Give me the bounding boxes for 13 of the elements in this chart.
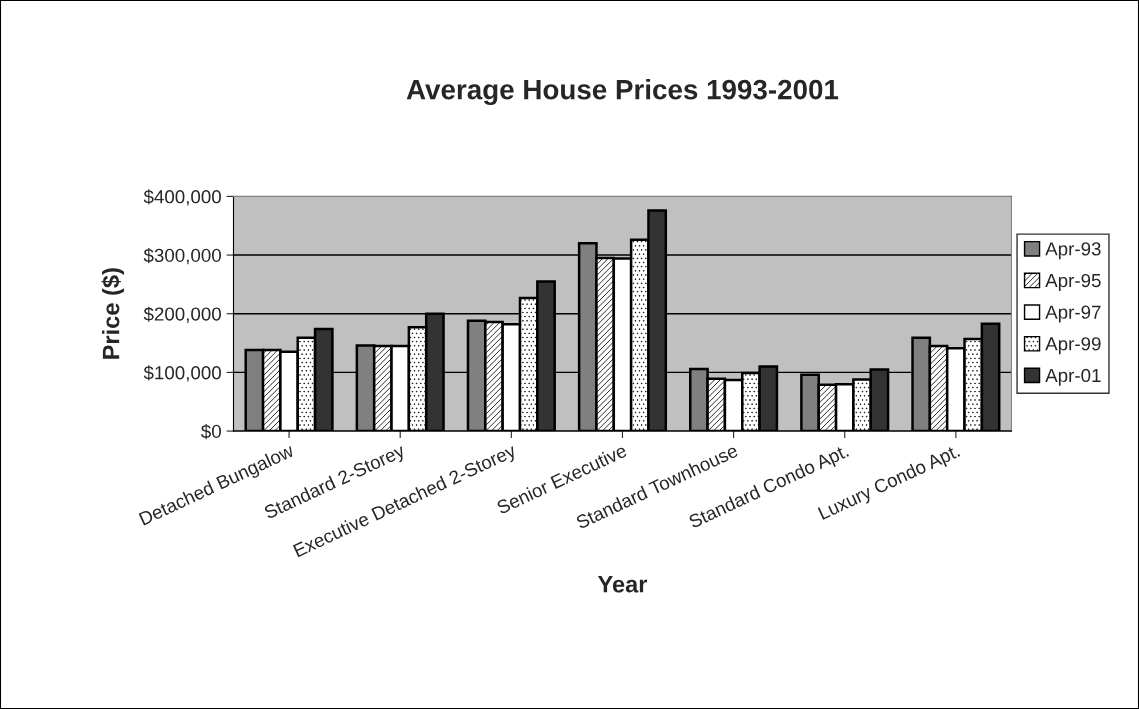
y-tick-label: $100,000 xyxy=(143,365,221,382)
y-axis-title: Price ($) xyxy=(101,268,125,359)
y-tick-label: $0 xyxy=(201,423,221,440)
legend-label: Apr-97 xyxy=(1045,305,1101,323)
legend-label: Apr-99 xyxy=(1045,337,1101,355)
x-axis-title: Year xyxy=(597,576,648,593)
legend-label: Apr-01 xyxy=(1045,368,1101,386)
chart-title: Average House Prices 1993-2001 xyxy=(406,79,839,106)
y-tick-label: $300,000 xyxy=(143,247,221,265)
y-tick-label: $400,000 xyxy=(143,189,221,206)
legend-label: Apr-95 xyxy=(1045,273,1101,291)
legend-label: Apr-93 xyxy=(1045,242,1101,260)
y-tick-label: $200,000 xyxy=(143,306,221,323)
